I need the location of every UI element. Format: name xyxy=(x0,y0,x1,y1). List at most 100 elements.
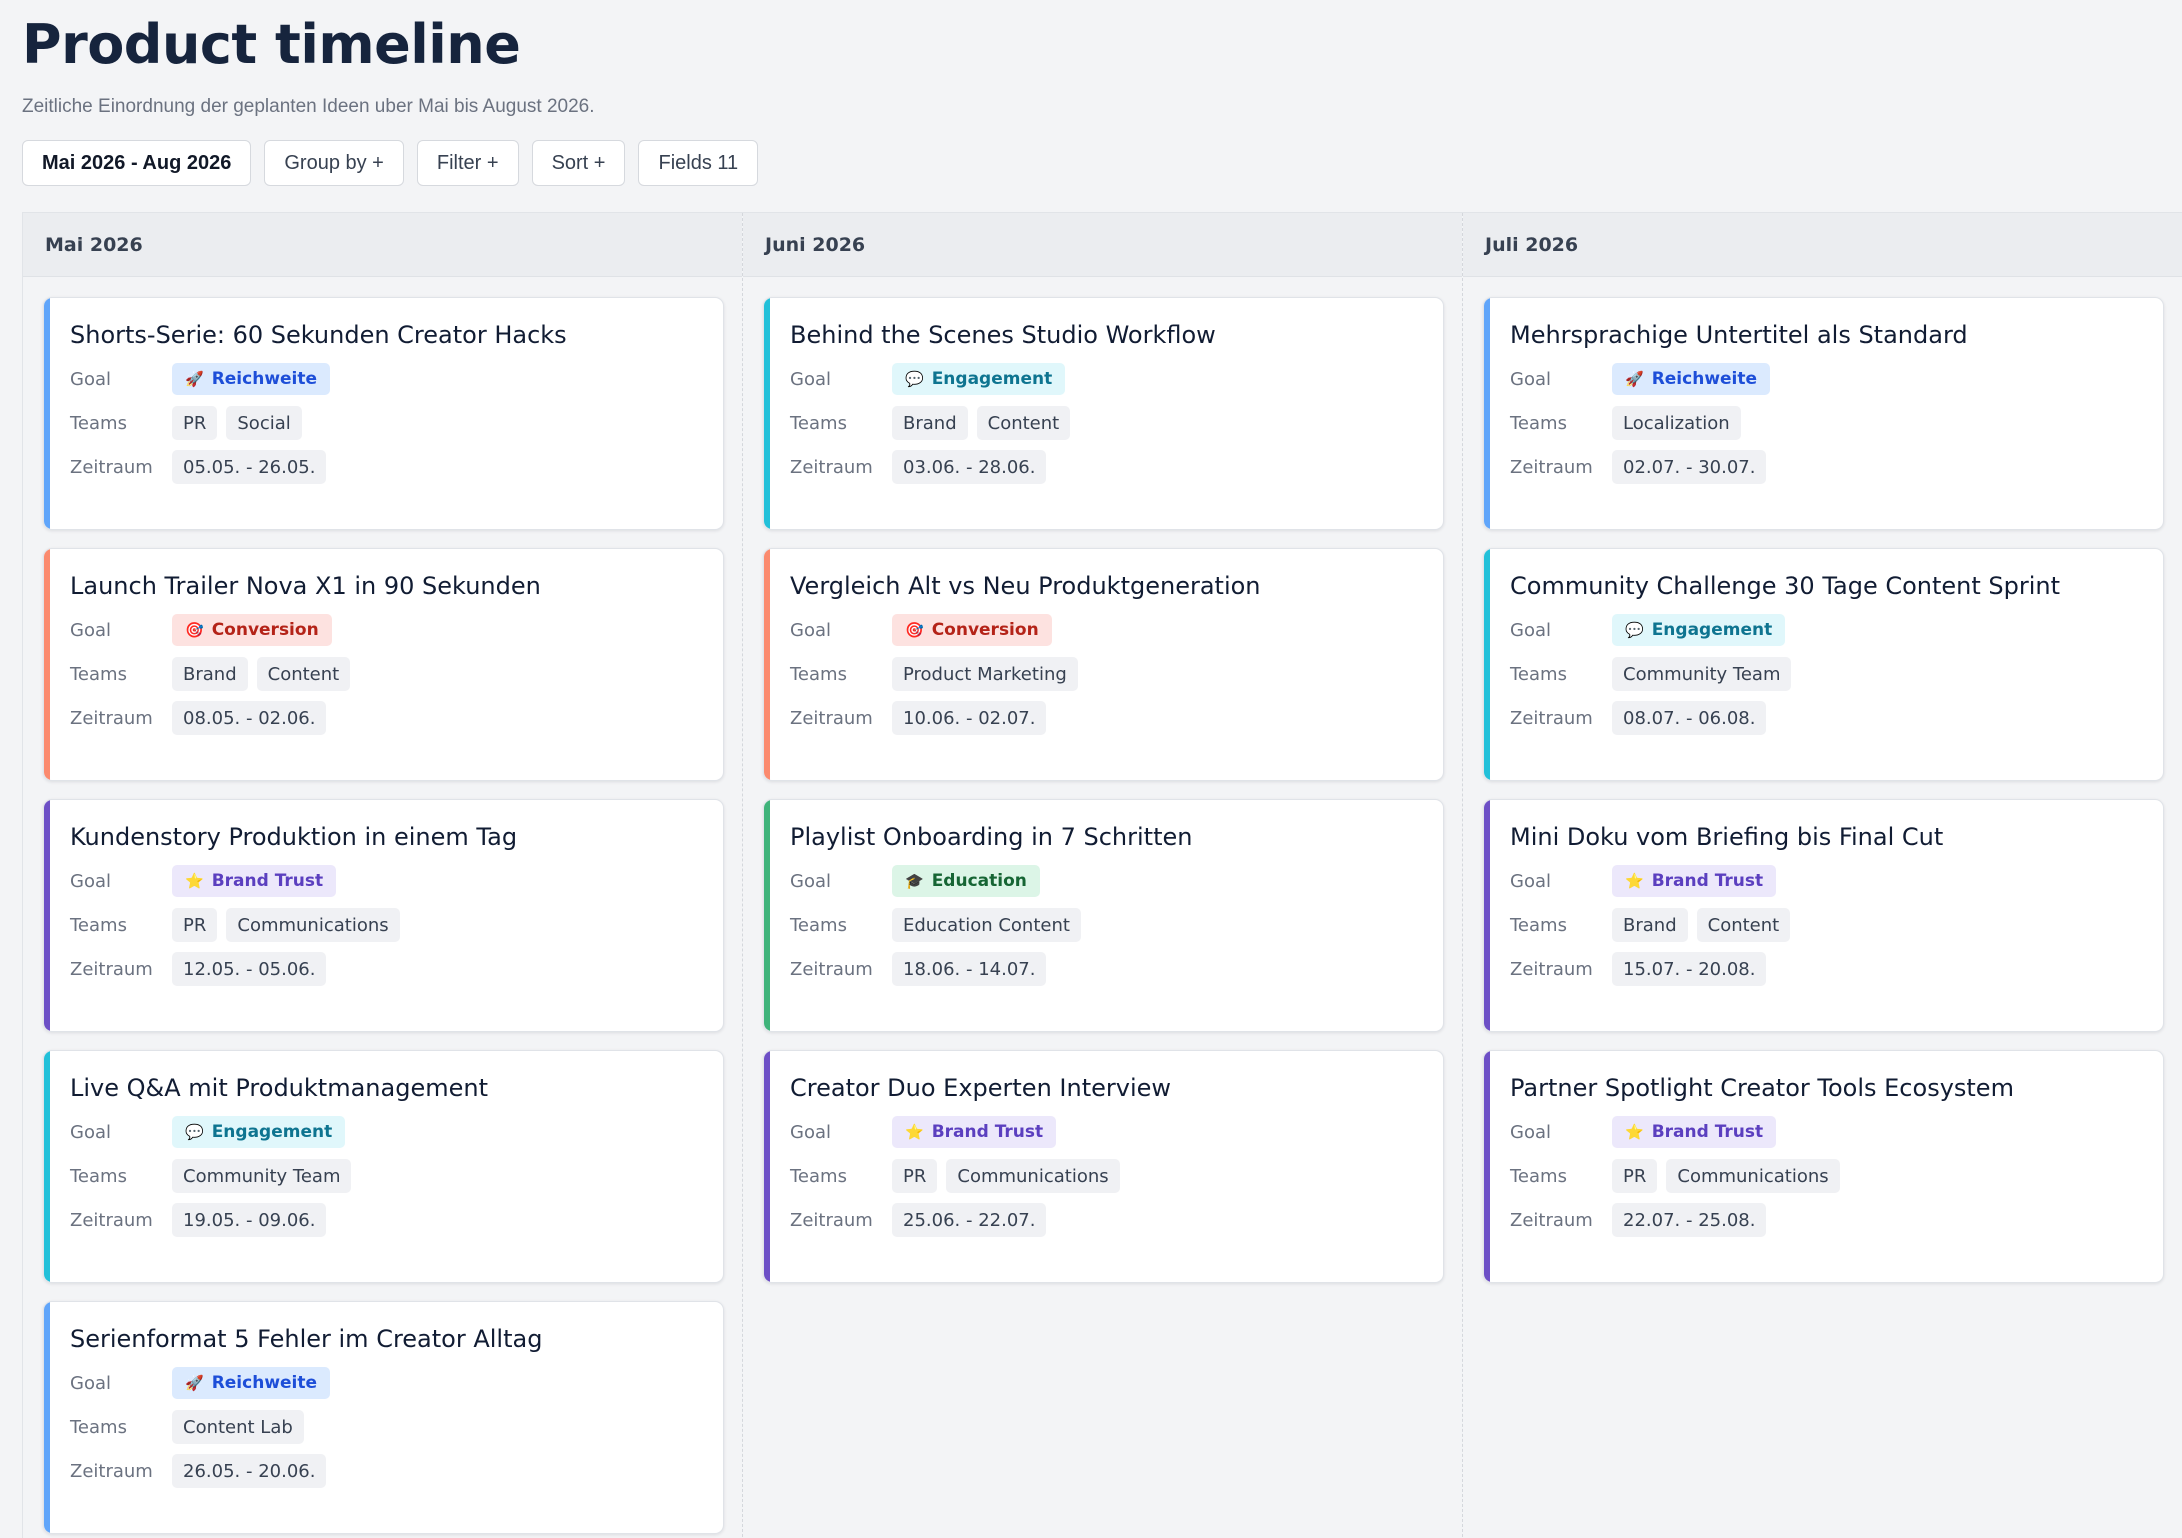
date-range-chip: 19.05. - 09.06. xyxy=(172,1203,327,1237)
idea-card[interactable]: Creator Duo Experten Interview Goal ⭐ Brand… xyxy=(763,1050,1444,1283)
teams-label: Teams xyxy=(1510,412,1567,434)
star-icon: ⭐ xyxy=(905,1123,924,1141)
group-by-button[interactable]: Group by + xyxy=(264,140,404,186)
teams-label: Teams xyxy=(790,914,847,936)
goal-label: Goal xyxy=(790,368,831,390)
page-title: Product timeline xyxy=(22,13,521,76)
goal-badge: 🚀 Reichweite xyxy=(1612,363,1771,395)
zeitraum-label: Zeitraum xyxy=(70,1460,153,1482)
column-body: Shorts-Serie: 60 Sekunden Creator Hacks G… xyxy=(23,277,742,1534)
card-title[interactable]: Live Q&A mit Produktmanagement xyxy=(70,1074,488,1102)
card-title[interactable]: Serienformat 5 Fehler im Creator Alltag xyxy=(70,1325,543,1353)
teams-row: Teams PR Communications xyxy=(1510,1159,2163,1193)
zeitraum-row: Zeitraum 08.07. - 06.08. xyxy=(1510,701,2163,735)
card-title[interactable]: Behind the Scenes Studio Workflow xyxy=(790,321,1216,349)
team-chips: Content Lab xyxy=(172,1410,304,1444)
goal-label: Goal xyxy=(790,1121,831,1143)
target-icon: 🎯 xyxy=(905,621,924,639)
zeitraum-label: Zeitraum xyxy=(790,456,873,478)
goal-text: Engagement xyxy=(931,369,1053,389)
idea-card[interactable]: Serienformat 5 Fehler im Creator Alltag G… xyxy=(43,1301,724,1534)
team-chips: Community Team xyxy=(172,1159,352,1193)
goal-row: Goal ⭐ Brand Trust xyxy=(1510,1115,2163,1149)
idea-card[interactable]: Vergleich Alt vs Neu Produktgeneration Go… xyxy=(763,548,1444,781)
zeitraum-label: Zeitraum xyxy=(1510,456,1593,478)
zeitraum-label: Zeitraum xyxy=(1510,707,1593,729)
date-range-chip: 18.06. - 14.07. xyxy=(892,952,1047,986)
card-title[interactable]: Vergleich Alt vs Neu Produktgeneration xyxy=(790,572,1261,600)
zeitraum-label: Zeitraum xyxy=(70,707,153,729)
goal-label: Goal xyxy=(790,870,831,892)
idea-card[interactable]: Kundenstory Produktion in einem Tag Goal ⭐… xyxy=(43,799,724,1032)
card-title[interactable]: Community Challenge 30 Tage Content Spri… xyxy=(1510,572,2061,600)
date-range-chip: 12.05. - 05.06. xyxy=(172,952,327,986)
idea-card[interactable]: Partner Spotlight Creator Tools Ecosyste… xyxy=(1483,1050,2164,1283)
star-icon: ⭐ xyxy=(185,872,204,890)
idea-card[interactable]: Mehrsprachige Untertitel als Standard Goa… xyxy=(1483,297,2164,530)
teams-row: Teams Education Content xyxy=(790,908,1443,942)
idea-card[interactable]: Launch Trailer Nova X1 in 90 Sekunden Goa… xyxy=(43,548,724,781)
goal-text: Brand Trust xyxy=(931,1122,1044,1142)
idea-card[interactable]: Live Q&A mit Produktmanagement Goal 💬 Engag… xyxy=(43,1050,724,1283)
team-chips: Brand Content xyxy=(1612,908,1791,942)
teams-row: Teams Community Team xyxy=(70,1159,723,1193)
sort-button[interactable]: Sort + xyxy=(531,140,626,186)
goal-text: Reichweite xyxy=(211,369,318,389)
card-title[interactable]: Shorts-Serie: 60 Sekunden Creator Hacks xyxy=(70,321,567,349)
idea-card[interactable]: Mini Doku vom Briefing bis Final Cut Goal… xyxy=(1483,799,2164,1032)
goal-text: Engagement xyxy=(211,1122,333,1142)
target-icon: 🎯 xyxy=(185,621,204,639)
teams-row: Teams PR Social xyxy=(70,406,723,440)
teams-label: Teams xyxy=(70,1165,127,1187)
idea-card[interactable]: Behind the Scenes Studio Workflow Goal 💬 En… xyxy=(763,297,1444,530)
teams-label: Teams xyxy=(790,412,847,434)
team-chips: PR Social xyxy=(172,406,302,440)
idea-card[interactable]: Playlist Onboarding in 7 Schritten Goal 🎓 E… xyxy=(763,799,1444,1032)
zeitraum-label: Zeitraum xyxy=(70,456,153,478)
date-range-chip: 22.07. - 25.08. xyxy=(1612,1203,1767,1237)
teams-label: Teams xyxy=(70,1416,127,1438)
teams-label: Teams xyxy=(70,914,127,936)
zeitraum-row: Zeitraum 18.06. - 14.07. xyxy=(790,952,1443,986)
date-range-chip: 26.05. - 20.06. xyxy=(172,1454,327,1488)
teams-row: Teams Brand Content xyxy=(790,406,1443,440)
teams-row: Teams Localization xyxy=(1510,406,2163,440)
idea-card[interactable]: Community Challenge 30 Tage Content Spri… xyxy=(1483,548,2164,781)
card-title[interactable]: Partner Spotlight Creator Tools Ecosyste… xyxy=(1510,1074,2014,1102)
card-title[interactable]: Playlist Onboarding in 7 Schritten xyxy=(790,823,1193,851)
goal-label: Goal xyxy=(1510,870,1551,892)
teams-label: Teams xyxy=(790,663,847,685)
filter-button[interactable]: Filter + xyxy=(416,140,519,186)
goal-badge: 💬 Engagement xyxy=(892,363,1066,395)
goal-row: Goal ⭐ Brand Trust xyxy=(1510,864,2163,898)
teams-label: Teams xyxy=(1510,663,1567,685)
zeitraum-row: Zeitraum 15.07. - 20.08. xyxy=(1510,952,2163,986)
rocket-icon: 🚀 xyxy=(185,370,204,388)
goal-text: Reichweite xyxy=(211,1373,318,1393)
card-title[interactable]: Launch Trailer Nova X1 in 90 Sekunden xyxy=(70,572,541,600)
teams-label: Teams xyxy=(70,412,127,434)
zeitraum-label: Zeitraum xyxy=(70,958,153,980)
teams-label: Teams xyxy=(1510,914,1567,936)
rocket-icon: 🚀 xyxy=(1625,370,1644,388)
goal-text: Conversion xyxy=(211,620,319,640)
goal-badge: ⭐ Brand Trust xyxy=(892,1116,1057,1148)
team-chips: Localization xyxy=(1612,406,1741,440)
card-title[interactable]: Creator Duo Experten Interview xyxy=(790,1074,1172,1102)
zeitraum-row: Zeitraum 10.06. - 02.07. xyxy=(790,701,1443,735)
goal-label: Goal xyxy=(1510,368,1551,390)
goal-label: Goal xyxy=(1510,1121,1551,1143)
card-title[interactable]: Mini Doku vom Briefing bis Final Cut xyxy=(1510,823,1944,851)
fields-button[interactable]: Fields 11 xyxy=(638,140,759,186)
date-range-chip: 10.06. - 02.07. xyxy=(892,701,1047,735)
idea-card[interactable]: Shorts-Serie: 60 Sekunden Creator Hacks G… xyxy=(43,297,724,530)
team-chip: Localization xyxy=(1612,406,1741,440)
date-range-button[interactable]: Mai 2026 - Aug 2026 xyxy=(22,140,252,186)
date-range-chip: 25.06. - 22.07. xyxy=(892,1203,1047,1237)
card-title[interactable]: Kundenstory Produktion in einem Tag xyxy=(70,823,518,851)
team-chip: Brand xyxy=(1612,908,1688,942)
zeitraum-row: Zeitraum 03.06. - 28.06. xyxy=(790,450,1443,484)
card-title[interactable]: Mehrsprachige Untertitel als Standard xyxy=(1510,321,1968,349)
team-chip: PR xyxy=(172,908,218,942)
team-chip: PR xyxy=(892,1159,938,1193)
